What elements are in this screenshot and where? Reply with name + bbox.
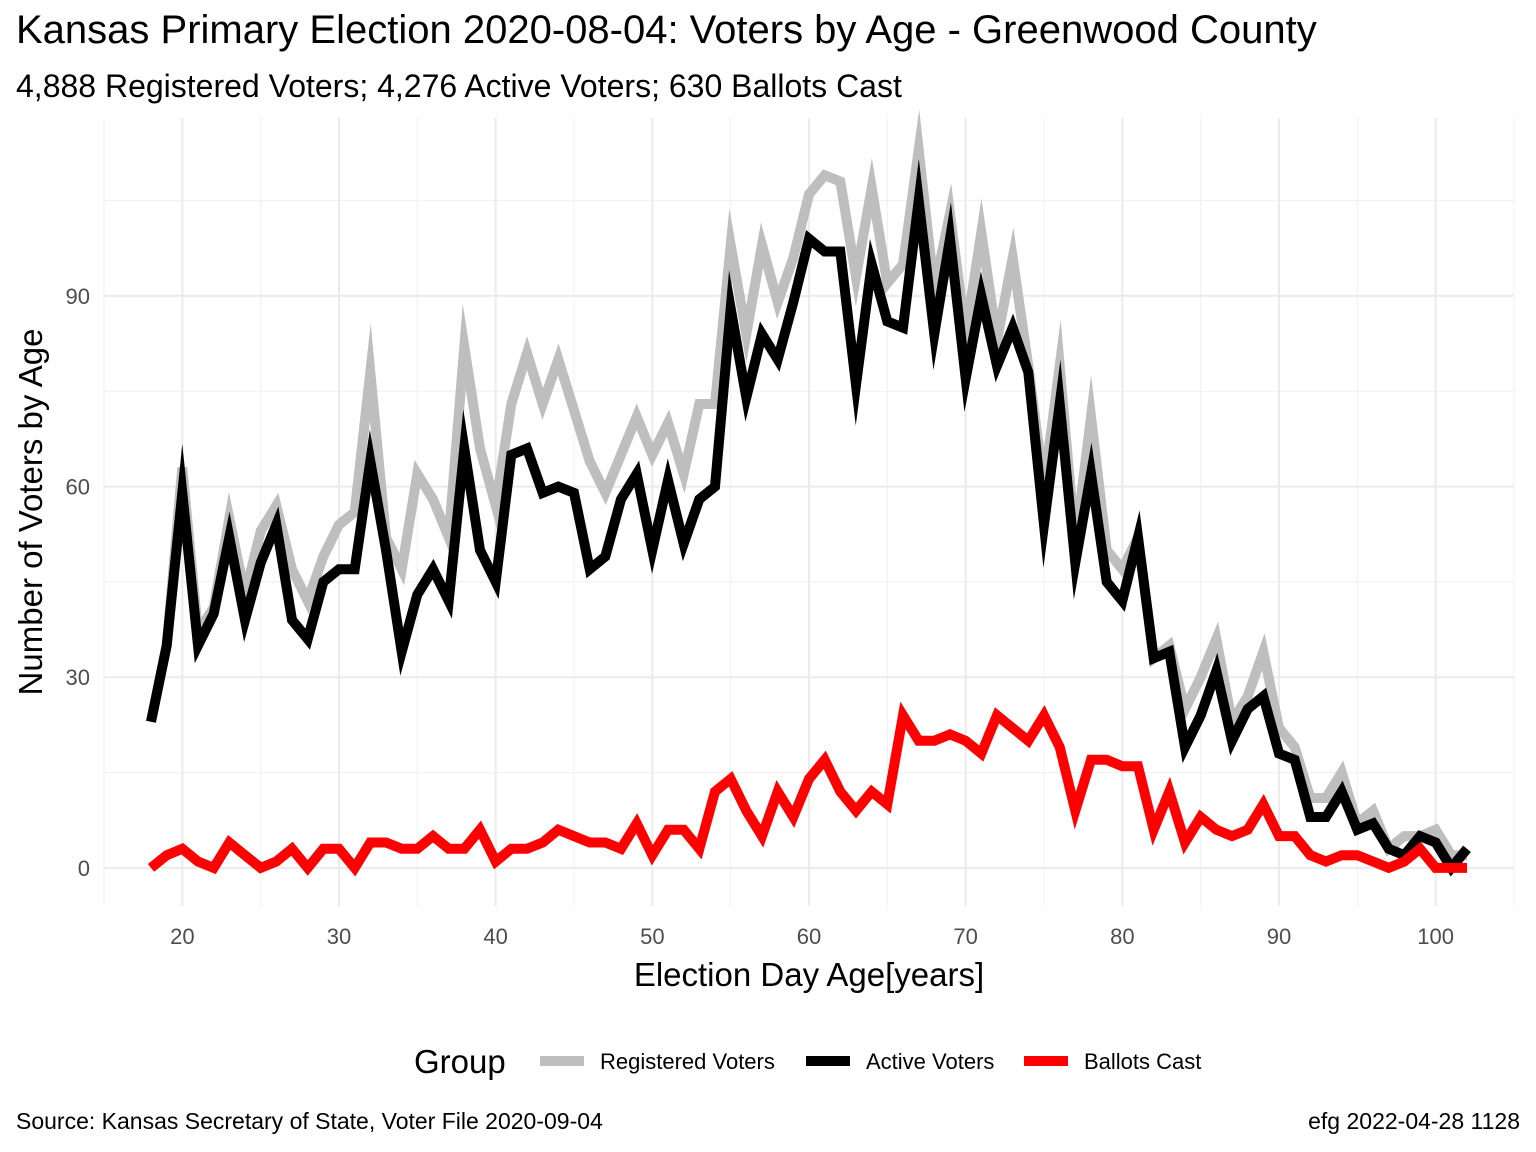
legend-label-1: Active Voters	[866, 1049, 994, 1074]
source-caption: Source: Kansas Secretary of State, Voter…	[16, 1108, 603, 1134]
x-tick-label: 20	[170, 924, 194, 949]
y-tick-label: 30	[66, 665, 90, 690]
x-tick-label: 100	[1417, 924, 1454, 949]
y-tick-label: 0	[78, 856, 90, 881]
y-axis-title: Number of Voters by Age	[12, 329, 49, 696]
x-tick-label: 40	[483, 924, 507, 949]
series-lines	[146, 109, 1471, 877]
x-tick-label: 80	[1110, 924, 1134, 949]
x-tick-label: 50	[640, 924, 664, 949]
x-tick-label: 60	[797, 924, 821, 949]
x-axis-title: Election Day Age[years]	[634, 956, 984, 993]
x-tick-label: 90	[1267, 924, 1291, 949]
chart-title: Kansas Primary Election 2020-08-04: Vote…	[16, 8, 1317, 52]
line-chart: 20 30 40 50 60 70 80 90 100 0 30 60 90 Election Day…	[12, 109, 1515, 1080]
legend-title: Group	[414, 1043, 506, 1080]
series-line-0	[146, 109, 1467, 861]
x-tick-label: 70	[953, 924, 977, 949]
series-line-1	[146, 158, 1471, 877]
series-line-2	[147, 701, 1467, 877]
x-axis-ticks: 20 30 40 50 60 70 80 90 100	[170, 924, 1454, 949]
chart-subtitle: 4,888 Registered Voters; 4,276 Active Vo…	[16, 68, 902, 104]
legend: Group Registered Voters Active Voters Ball…	[414, 1043, 1201, 1080]
legend-label-0: Registered Voters	[600, 1049, 775, 1074]
y-axis-ticks: 0 30 60 90	[66, 284, 90, 881]
x-tick-label: 30	[327, 924, 351, 949]
y-tick-label: 90	[66, 284, 90, 309]
author-caption: efg 2022-04-28 1128	[1308, 1108, 1520, 1134]
y-tick-label: 60	[66, 475, 90, 500]
legend-label-2: Ballots Cast	[1084, 1049, 1201, 1074]
